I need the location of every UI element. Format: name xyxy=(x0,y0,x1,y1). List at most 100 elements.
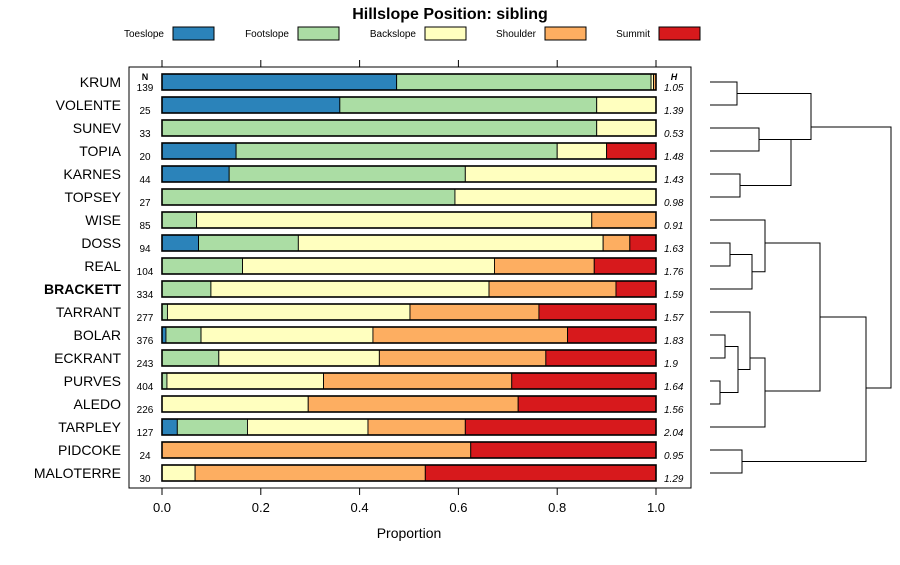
legend-label-backslope: Backslope xyxy=(370,29,417,40)
dendrogram-branch-4 xyxy=(740,139,792,186)
bar-aledo-backslope xyxy=(161,395,309,413)
bar-purves-shoulder xyxy=(323,372,513,390)
bar-outline-krum xyxy=(161,73,657,91)
h-value-karnes: 1.43 xyxy=(664,175,684,186)
dendrogram-branch-2 xyxy=(737,93,812,140)
legend-label-footslope: Footslope xyxy=(245,29,289,40)
n-value-doss: 94 xyxy=(139,244,151,255)
bar-outline-sunev xyxy=(161,119,657,137)
h-value-volente: 1.39 xyxy=(664,106,684,117)
bar-krum-toeslope xyxy=(161,73,398,91)
dendrogram-branch-10 xyxy=(720,346,739,393)
dendrogram-branch-12 xyxy=(710,357,766,428)
legend-label-shoulder: Shoulder xyxy=(496,29,537,40)
row-label-wise: WISE xyxy=(85,212,121,228)
dendrogram-branch-6 xyxy=(710,254,753,290)
h-value-pidcoke: 0.95 xyxy=(664,451,684,462)
dendrogram-branch-11 xyxy=(710,311,751,370)
bar-eckrant-summit xyxy=(545,349,657,367)
row-label-doss: DOSS xyxy=(81,235,121,251)
legend-swatch-footslope xyxy=(297,26,340,41)
bar-volente-toeslope xyxy=(161,96,341,114)
h-value-wise: 0.91 xyxy=(664,221,683,232)
row-label-brackett: BRACKETT xyxy=(44,281,121,297)
bar-volente-footslope xyxy=(339,96,598,114)
bar-doss-shoulder xyxy=(602,234,631,252)
bar-aledo-shoulder xyxy=(307,395,519,413)
bar-sunev-footslope xyxy=(161,119,598,137)
bar-wise-shoulder xyxy=(591,211,657,229)
bar-wise-backslope xyxy=(196,211,593,229)
bar-pidcoke-shoulder xyxy=(161,441,472,459)
dendrogram-branch-9 xyxy=(710,380,721,405)
bar-topia-summit xyxy=(606,142,657,160)
bar-tarpley-footslope xyxy=(176,418,248,436)
bar-maloterre-backslope xyxy=(161,464,196,482)
bar-pidcoke-summit xyxy=(470,441,657,459)
bar-purves-backslope xyxy=(166,372,324,390)
dendrogram-branch-16 xyxy=(811,126,892,389)
bar-aledo-summit xyxy=(517,395,657,413)
bar-brackett-backslope xyxy=(210,280,490,298)
bar-outline-aledo xyxy=(161,395,657,413)
bar-real-summit xyxy=(593,257,657,275)
n-value-volente: 25 xyxy=(139,106,151,117)
bar-bolar-shoulder xyxy=(372,326,569,344)
bars-layer xyxy=(161,73,657,482)
bar-outline-volente xyxy=(161,96,657,114)
bar-brackett-shoulder xyxy=(488,280,617,298)
bar-doss-summit xyxy=(629,234,657,252)
dendrogram-branch-0 xyxy=(710,81,738,106)
bar-outline-wise xyxy=(161,211,657,229)
n-value-tarrant: 277 xyxy=(137,313,154,324)
legend-swatch-summit xyxy=(658,26,701,41)
bar-karnes-footslope xyxy=(228,165,466,183)
legend: Toeslope Footslope Backslope Shoulder Summit xyxy=(124,26,701,41)
h-value-topia: 1.48 xyxy=(664,152,684,163)
bar-tarrant-footslope xyxy=(161,303,168,321)
bar-doss-backslope xyxy=(297,234,604,252)
x-axis: 0.0 0.2 0.4 0.6 0.8 1.0 xyxy=(153,60,665,515)
row-label-sunev: SUNEV xyxy=(73,120,122,136)
h-value-brackett: 1.59 xyxy=(664,290,684,301)
n-value-maloterre: 30 xyxy=(139,474,151,485)
bar-doss-footslope xyxy=(198,234,299,252)
n-value-eckrant: 243 xyxy=(137,359,154,370)
bar-sunev-backslope xyxy=(596,119,657,137)
bar-outline-doss xyxy=(161,234,657,252)
dendrogram-branch-13 xyxy=(765,242,821,392)
bar-bolar-footslope xyxy=(165,326,202,344)
n-value-bolar: 376 xyxy=(137,336,154,347)
legend-label-toeslope: Toeslope xyxy=(124,29,164,40)
h-value-sunev: 0.53 xyxy=(664,129,684,140)
bar-karnes-backslope xyxy=(464,165,657,183)
h-value-aledo: 1.56 xyxy=(664,405,684,416)
bar-topsey-backslope xyxy=(454,188,657,206)
x-tick-label-1: 0.2 xyxy=(252,500,270,515)
row-label-real: REAL xyxy=(84,258,121,274)
bar-tarpley-toeslope xyxy=(161,418,178,436)
row-label-purves: PURVES xyxy=(64,373,121,389)
bar-topsey-footslope xyxy=(161,188,456,206)
bar-karnes-toeslope xyxy=(161,165,230,183)
row-label-volente: VOLENTE xyxy=(56,97,121,113)
dendrogram-branch-3 xyxy=(710,173,741,198)
bar-brackett-summit xyxy=(615,280,657,298)
row-label-pidcoke: PIDCOKE xyxy=(58,442,121,458)
row-label-eckrant: ECKRANT xyxy=(54,350,121,366)
bar-topia-toeslope xyxy=(161,142,237,160)
bar-tarpley-backslope xyxy=(247,418,369,436)
dendrogram-branch-7 xyxy=(710,219,766,273)
bar-outline-pidcoke xyxy=(161,441,657,459)
n-value-sunev: 33 xyxy=(139,129,151,140)
bar-outline-topsey xyxy=(161,188,657,206)
bar-tarpley-summit xyxy=(464,418,657,436)
h-header: H xyxy=(671,72,678,82)
bar-outline-eckrant xyxy=(161,349,657,367)
h-value-doss: 1.63 xyxy=(664,244,684,255)
bar-tarrant-shoulder xyxy=(409,303,540,321)
row-label-aledo: ALEDO xyxy=(74,396,122,412)
n-value-pidcoke: 24 xyxy=(139,451,151,462)
n-value-purves: 404 xyxy=(137,382,154,393)
row-label-topsey: TOPSEY xyxy=(64,189,121,205)
